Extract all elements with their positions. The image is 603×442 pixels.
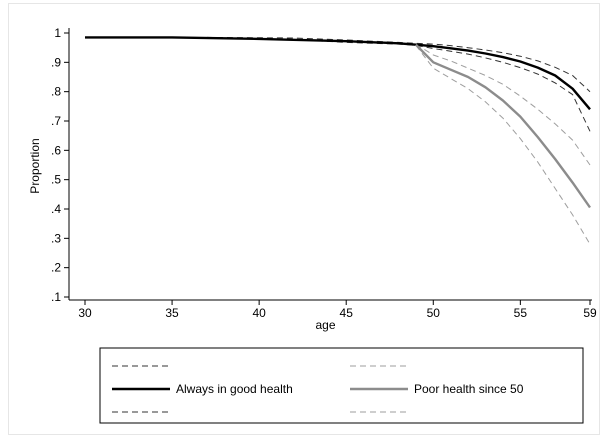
y-tick-label: .4: [51, 202, 61, 216]
x-tick-label: 59: [583, 306, 597, 320]
x-tick-label: 50: [427, 306, 441, 320]
x-axis-title: age: [315, 318, 335, 332]
x-tick-label: 35: [165, 306, 179, 320]
x-tick-label: 55: [514, 306, 528, 320]
legend-box: [99, 347, 584, 424]
y-tick-label: .7: [51, 114, 61, 128]
legend-label-good: Always in good health: [176, 382, 293, 396]
y-tick-label: .8: [51, 85, 61, 99]
series-line-good-upper: [206, 36, 591, 93]
x-tick-label: 45: [340, 306, 354, 320]
series-line-good: [85, 36, 591, 111]
legend-label-poor: Poor health since 50: [414, 382, 524, 396]
figure-frame: [8, 3, 600, 435]
y-tick-label: .2: [51, 261, 61, 275]
y-tick-label: .9: [51, 55, 61, 69]
series-line-poor-upper: [415, 43, 591, 166]
y-axis-title: Proportion: [28, 138, 42, 193]
y-tick-label: .3: [51, 231, 61, 245]
y-tick-label: .1: [51, 290, 61, 304]
x-tick-label: 30: [78, 306, 92, 320]
y-tick-label: .6: [51, 143, 61, 157]
x-tick-label: 40: [252, 306, 266, 320]
series-line-poor-lower: [415, 44, 591, 245]
series-line-good-lower: [206, 37, 591, 132]
y-tick-label: 1: [54, 26, 61, 40]
series-line-poor: [415, 43, 591, 209]
y-tick-label: .5: [51, 173, 61, 187]
